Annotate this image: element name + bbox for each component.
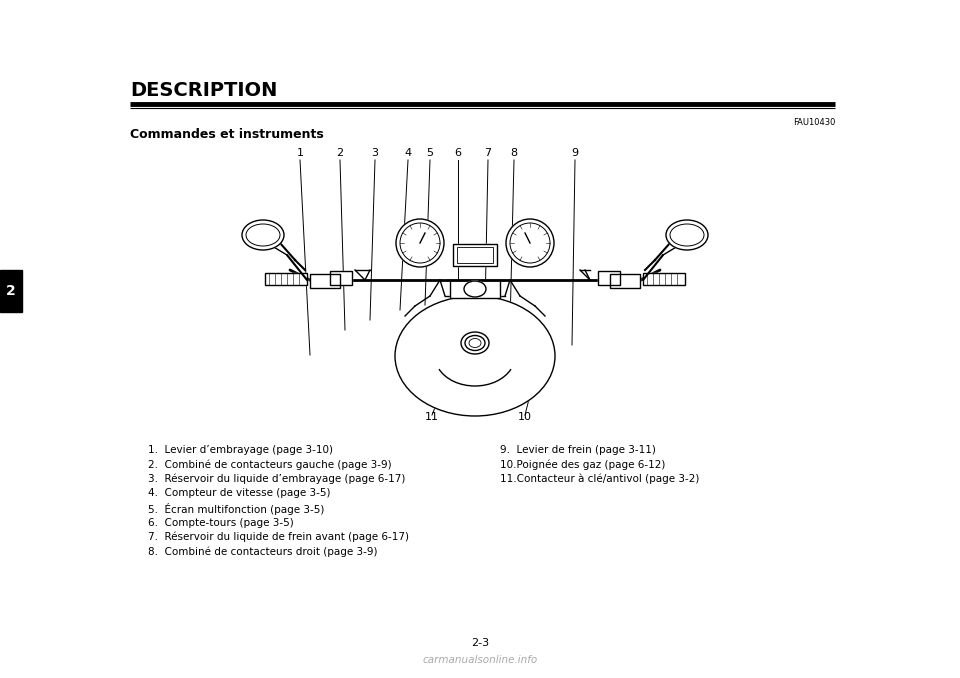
Text: 5: 5 [426,148,434,158]
Text: 2-3: 2-3 [471,638,489,648]
Text: 2: 2 [336,148,344,158]
Ellipse shape [464,281,486,297]
Bar [453,244,497,266]
Bar [310,274,340,288]
Bar [598,271,620,285]
Bar [643,273,685,285]
Bar [610,274,640,288]
Bar [610,274,640,288]
Text: 2.  Combiné de contacteurs gauche (page 3-9): 2. Combiné de contacteurs gauche (page 3… [148,460,392,470]
Ellipse shape [467,337,483,349]
Text: 8: 8 [511,148,517,158]
Text: Commandes et instruments: Commandes et instruments [130,128,324,141]
Text: FAU10430: FAU10430 [793,118,835,127]
Ellipse shape [465,336,485,351]
Ellipse shape [242,220,284,250]
Bar [453,244,497,266]
Ellipse shape [246,224,280,246]
Text: 7.  Réservoir du liquide de frein avant (page 6-17): 7. Réservoir du liquide de frein avant (… [148,532,409,542]
Bar [598,271,620,285]
Text: 6.  Compte-tours (page 3-5): 6. Compte-tours (page 3-5) [148,517,294,527]
Text: 7: 7 [485,148,492,158]
Ellipse shape [510,223,550,263]
Ellipse shape [395,296,555,416]
Ellipse shape [670,224,704,246]
Text: 1.  Levier d’embrayage (page 3-10): 1. Levier d’embrayage (page 3-10) [148,445,333,455]
Bar [310,274,340,288]
Text: 3: 3 [372,148,378,158]
Bar [450,280,500,298]
Ellipse shape [461,332,489,354]
Bar [450,280,500,298]
Text: 10.Poignée des gaz (page 6-12): 10.Poignée des gaz (page 6-12) [500,460,665,470]
Bar [643,273,685,285]
Text: 4.  Compteur de vitesse (page 3-5): 4. Compteur de vitesse (page 3-5) [148,489,330,498]
Text: 2: 2 [6,284,16,298]
Bar [457,247,493,263]
Text: 11.Contacteur à clé/antivol (page 3-2): 11.Contacteur à clé/antivol (page 3-2) [500,474,700,485]
Bar [0,270,22,312]
Text: 3.  Réservoir du liquide d’embrayage (page 6-17): 3. Réservoir du liquide d’embrayage (pag… [148,474,405,485]
Ellipse shape [469,338,481,348]
Text: 11: 11 [425,412,439,422]
Text: 5.  Écran multifonction (page 3-5): 5. Écran multifonction (page 3-5) [148,503,324,515]
Ellipse shape [506,219,554,267]
Text: DESCRIPTION: DESCRIPTION [130,81,277,100]
Bar [330,271,352,285]
Text: 8.  Combiné de contacteurs droit (page 3-9): 8. Combiné de contacteurs droit (page 3-… [148,546,377,557]
Bar [330,271,352,285]
Text: 10: 10 [518,412,532,422]
Bar [265,273,307,285]
Bar [457,247,493,263]
Text: 4: 4 [404,148,412,158]
Ellipse shape [396,219,444,267]
Text: 6: 6 [454,148,462,158]
Text: carmanualsonline.info: carmanualsonline.info [422,655,538,665]
Text: 9.  Levier de frein (page 3-11): 9. Levier de frein (page 3-11) [500,445,656,455]
Ellipse shape [400,223,440,263]
Bar [265,273,307,285]
Text: 9: 9 [571,148,579,158]
Text: 1: 1 [297,148,303,158]
Ellipse shape [666,220,708,250]
